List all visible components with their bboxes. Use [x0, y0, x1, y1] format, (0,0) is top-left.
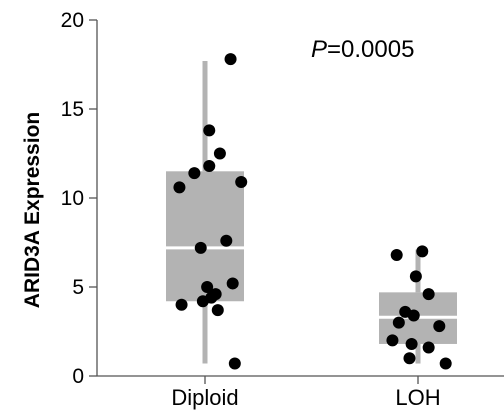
data-point — [228, 357, 241, 370]
data-point — [196, 295, 209, 308]
data-point — [433, 320, 446, 333]
p-value-annotation: P=0.0005 — [311, 36, 414, 63]
data-point — [422, 288, 435, 301]
y-tick-label: 20 — [61, 9, 84, 32]
data-point — [188, 167, 201, 180]
x-category-label: Diploid — [171, 385, 238, 410]
box-group-diploid — [166, 60, 244, 364]
y-tick-label: 5 — [72, 276, 84, 299]
y-axis-title: ARID3A Expression — [21, 112, 44, 308]
y-tick-label: 10 — [61, 187, 84, 210]
data-point — [416, 245, 429, 258]
p-value-symbol: P — [311, 36, 327, 63]
data-point — [422, 341, 435, 354]
data-point — [211, 304, 224, 317]
data-point — [203, 124, 216, 137]
data-point — [405, 337, 418, 350]
data-point — [409, 270, 422, 283]
data-point — [386, 334, 399, 347]
data-point — [173, 181, 186, 194]
data-point — [213, 147, 226, 160]
data-point — [220, 234, 233, 247]
data-point — [226, 277, 239, 290]
y-tick-label: 0 — [72, 365, 84, 388]
box-group-loh — [379, 249, 457, 364]
data-point — [201, 281, 214, 293]
data-point — [175, 298, 188, 311]
data-point — [407, 309, 420, 322]
data-point — [403, 352, 416, 365]
x-category-label: LOH — [395, 385, 440, 410]
axes: 0 5 10 15 20 Diploid LOH — [61, 9, 504, 410]
data-points — [173, 53, 452, 370]
data-point — [392, 316, 405, 329]
data-point — [224, 53, 237, 66]
data-point — [194, 241, 207, 254]
data-point — [235, 175, 248, 188]
p-value-text: =0.0005 — [327, 36, 414, 63]
data-point — [390, 248, 403, 261]
data-point — [203, 159, 216, 172]
y-tick-label: 15 — [61, 98, 84, 121]
data-point — [439, 357, 452, 370]
